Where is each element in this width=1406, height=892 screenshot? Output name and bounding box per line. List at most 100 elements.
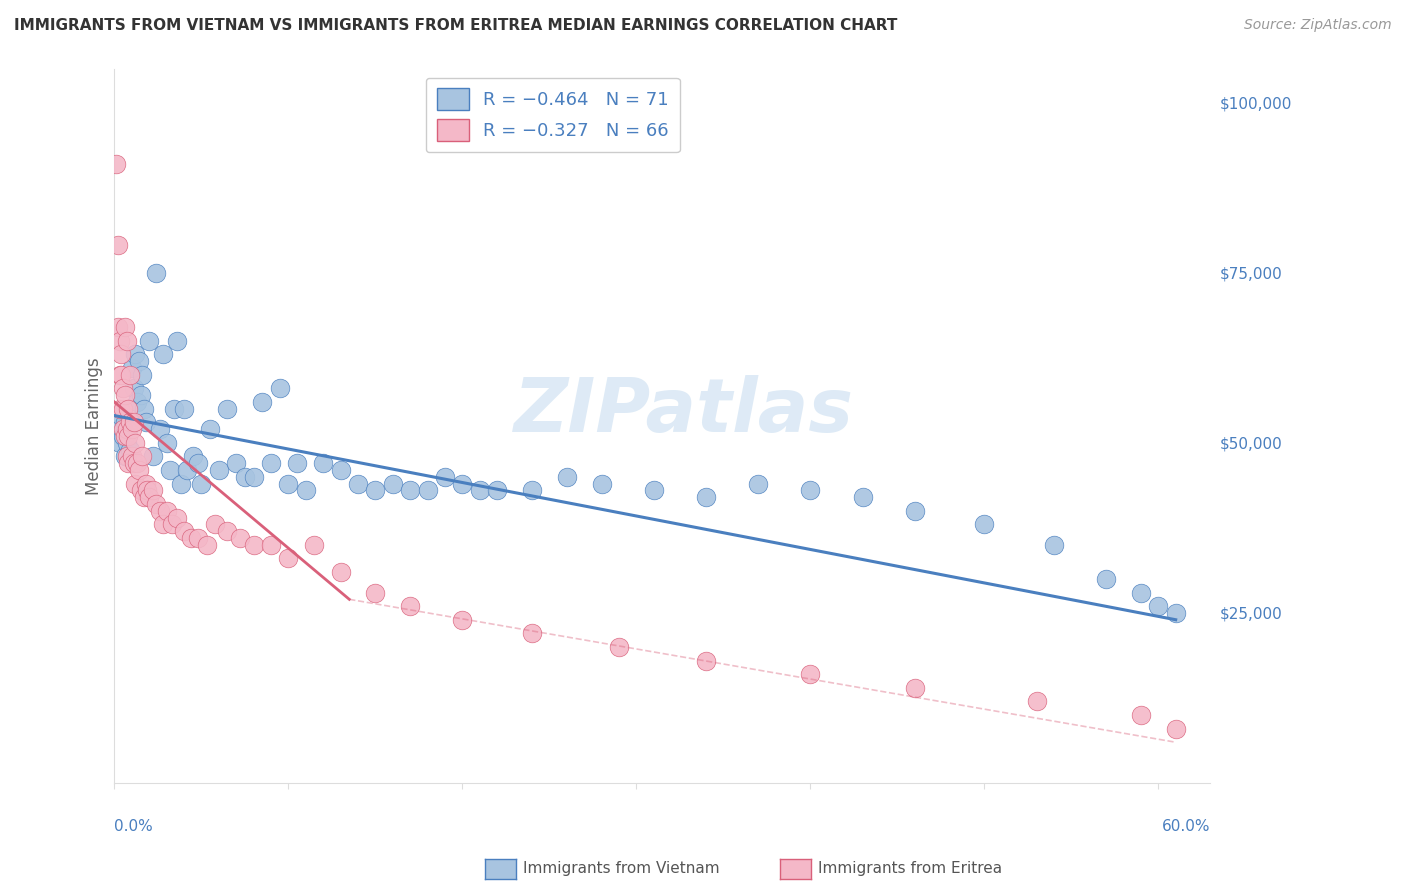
Point <box>304 538 326 552</box>
Point <box>260 456 283 470</box>
Point <box>1043 538 1066 552</box>
Point <box>115 450 138 464</box>
Point <box>416 483 439 498</box>
Point <box>110 368 132 382</box>
Point <box>747 476 769 491</box>
Point <box>181 450 204 464</box>
Point <box>198 422 221 436</box>
Point <box>399 483 422 498</box>
Point <box>105 157 128 171</box>
Point <box>117 401 139 416</box>
Point <box>110 347 132 361</box>
Point <box>117 422 139 436</box>
Point <box>187 531 209 545</box>
Point <box>1164 722 1187 736</box>
Point <box>364 585 387 599</box>
Point <box>121 450 143 464</box>
Point <box>242 538 264 552</box>
Point <box>115 422 138 436</box>
Point <box>145 266 167 280</box>
Point <box>312 456 335 470</box>
Point <box>277 476 299 491</box>
Point <box>1025 694 1047 708</box>
Point <box>110 409 132 423</box>
Point <box>973 517 995 532</box>
Point <box>155 435 177 450</box>
Point <box>122 456 145 470</box>
Point <box>329 463 352 477</box>
Point <box>260 538 283 552</box>
Point <box>160 517 183 532</box>
Point <box>135 476 157 491</box>
Point <box>187 456 209 470</box>
Point <box>173 524 195 539</box>
Point <box>112 422 135 436</box>
Point <box>122 416 145 430</box>
Point <box>107 238 129 252</box>
Point <box>145 497 167 511</box>
Point <box>1129 708 1152 723</box>
Point <box>117 429 139 443</box>
Point <box>108 334 131 348</box>
Point <box>555 470 578 484</box>
Point <box>132 490 155 504</box>
Point <box>399 599 422 614</box>
Point <box>138 490 160 504</box>
Point <box>162 401 184 416</box>
Point <box>159 463 181 477</box>
Point <box>152 517 174 532</box>
Point <box>132 401 155 416</box>
Point <box>125 456 148 470</box>
Point <box>124 347 146 361</box>
Point <box>381 476 404 491</box>
Point <box>294 483 316 498</box>
Point <box>112 429 135 443</box>
Text: Immigrants from Vietnam: Immigrants from Vietnam <box>523 862 720 876</box>
Point <box>125 395 148 409</box>
Point <box>1095 572 1118 586</box>
Point <box>115 435 138 450</box>
Y-axis label: Median Earnings: Median Earnings <box>86 357 103 494</box>
Text: Source: ZipAtlas.com: Source: ZipAtlas.com <box>1244 18 1392 32</box>
Point <box>1147 599 1170 614</box>
Point <box>121 422 143 436</box>
Point <box>1164 606 1187 620</box>
Point <box>169 476 191 491</box>
Point <box>520 483 543 498</box>
Point <box>173 401 195 416</box>
Point <box>117 456 139 470</box>
Point <box>799 667 821 681</box>
Point <box>135 416 157 430</box>
Point <box>108 435 131 450</box>
Point <box>114 416 136 430</box>
Point <box>114 320 136 334</box>
Point <box>131 450 153 464</box>
Point <box>242 470 264 484</box>
Point <box>131 368 153 382</box>
Point <box>122 381 145 395</box>
Point <box>107 422 129 436</box>
Text: IMMIGRANTS FROM VIETNAM VS IMMIGRANTS FROM ERITREA MEDIAN EARNINGS CORRELATION C: IMMIGRANTS FROM VIETNAM VS IMMIGRANTS FR… <box>14 18 897 33</box>
Point <box>433 470 456 484</box>
Point <box>121 360 143 375</box>
Point <box>128 463 150 477</box>
Point <box>468 483 491 498</box>
Point <box>329 565 352 579</box>
Point <box>208 463 231 477</box>
Point <box>364 483 387 498</box>
Point <box>108 401 131 416</box>
Point <box>176 463 198 477</box>
Point <box>252 395 274 409</box>
Point <box>114 429 136 443</box>
Point <box>347 476 370 491</box>
Point <box>149 504 172 518</box>
Point <box>124 435 146 450</box>
Point <box>108 368 131 382</box>
Point <box>225 456 247 470</box>
Point <box>124 476 146 491</box>
Point <box>129 388 152 402</box>
Point <box>451 613 474 627</box>
Point <box>195 538 218 552</box>
Point <box>285 456 308 470</box>
Point <box>204 517 226 532</box>
